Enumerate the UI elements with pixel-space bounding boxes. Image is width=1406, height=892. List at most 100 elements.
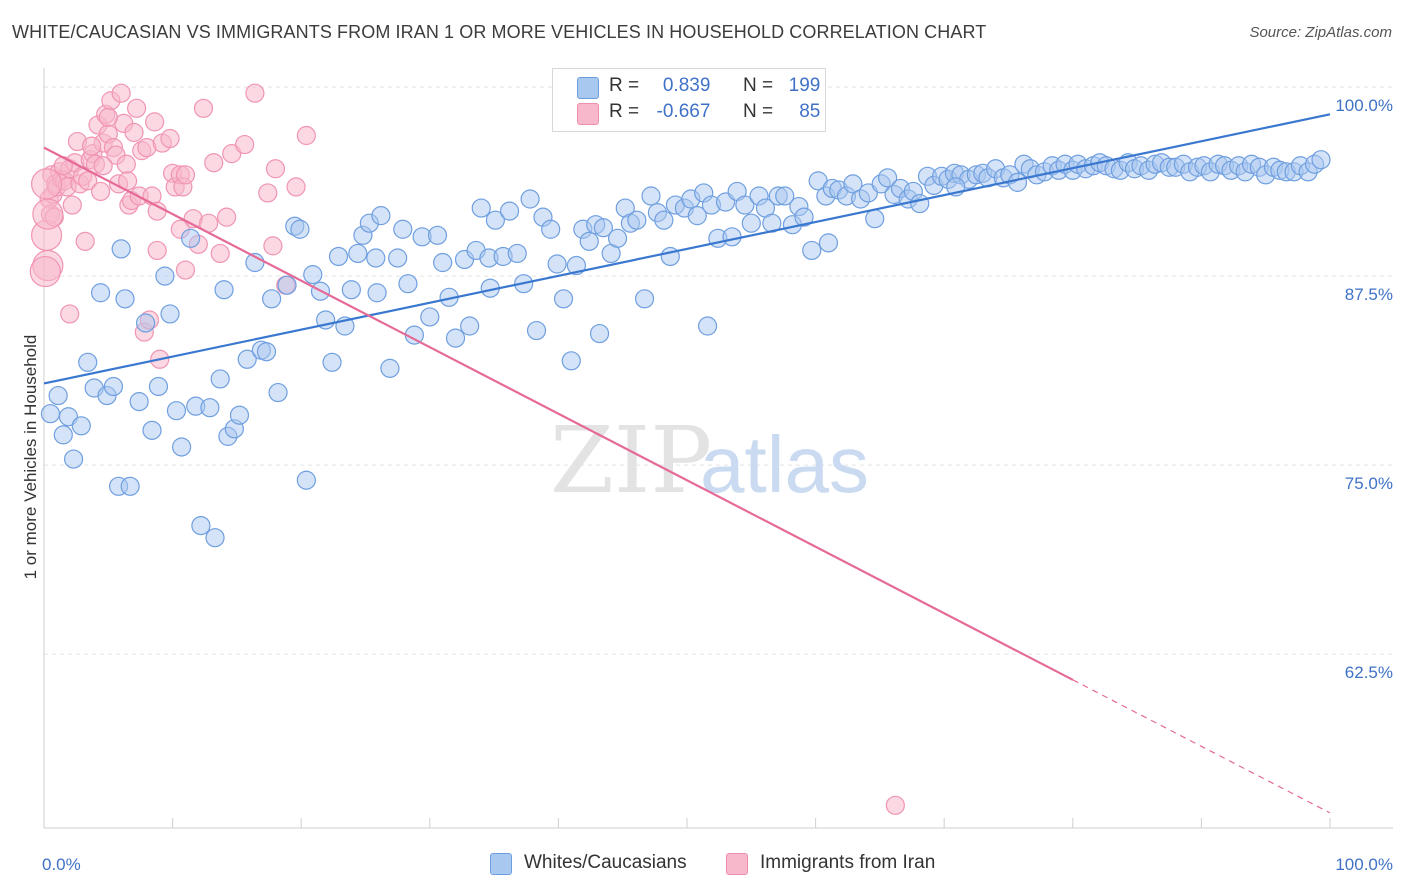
data-point-iran — [204, 153, 224, 173]
data-point-iran — [217, 207, 237, 227]
bottom-legend-swatch-pink — [726, 853, 748, 875]
data-point-whites — [526, 320, 547, 341]
bottom-legend-label-iran: Immigrants from Iran — [760, 852, 936, 873]
data-point-iran — [53, 156, 73, 176]
y-tick-label: 75.0% — [1345, 474, 1393, 493]
data-point-whites — [741, 213, 761, 233]
legend-r-label: R = — [609, 75, 640, 96]
data-point-whites — [160, 304, 180, 324]
y-tick-label: 100.0% — [1335, 96, 1393, 115]
y-tick-label: 87.5% — [1345, 285, 1393, 304]
data-point-whites — [129, 392, 149, 412]
data-point-whites — [687, 206, 707, 226]
data-point-whites — [103, 376, 124, 397]
data-point-whites — [388, 248, 408, 268]
data-point-whites — [553, 289, 574, 309]
data-point-whites — [341, 280, 361, 300]
data-point-iran — [296, 125, 316, 146]
data-point-whites — [1311, 150, 1331, 170]
x-tick-label: 100.0% — [1335, 855, 1393, 874]
data-point-whites — [268, 382, 288, 403]
data-point-whites — [48, 385, 68, 406]
data-point-whites — [843, 174, 863, 194]
data-point-whites — [181, 228, 201, 248]
data-point-whites — [262, 289, 282, 309]
data-point-iran — [81, 136, 102, 156]
y-axis-title: 1 or more Vehicles in Household — [21, 335, 40, 580]
data-point-whites — [393, 219, 413, 239]
data-point-iran — [147, 240, 167, 261]
data-point-whites — [865, 209, 885, 229]
data-point-iran — [62, 195, 82, 215]
data-point-whites — [135, 313, 156, 333]
bottom-legend-label-whites: Whites/Caucasians — [524, 852, 687, 873]
data-point-iran — [29, 255, 61, 288]
data-point-whites — [471, 198, 491, 218]
data-point-iran — [126, 98, 147, 118]
data-point-whites — [818, 233, 839, 253]
data-point-whites — [296, 470, 316, 490]
data-point-whites — [547, 254, 567, 274]
data-point-whites — [172, 437, 192, 457]
legend-r-label: R = — [609, 101, 640, 122]
data-point-whites — [433, 252, 453, 273]
legend-swatch-pink — [577, 103, 599, 125]
y-tick-label: 62.5% — [1345, 663, 1393, 682]
data-point-whites — [142, 420, 162, 440]
data-point-iran — [286, 177, 306, 197]
data-point-whites — [579, 231, 599, 251]
data-point-whites — [427, 225, 448, 245]
data-point-whites — [214, 280, 234, 300]
data-point-whites — [627, 210, 647, 230]
data-point-whites — [775, 186, 795, 206]
data-point-whites — [634, 289, 655, 309]
correlation-legend: R = 0.839 N = 199 R = -0.667 N = 85 — [552, 68, 826, 132]
data-point-iran — [90, 181, 111, 202]
legend-n-value-whites: 199 — [788, 75, 821, 96]
data-point-iran — [147, 201, 167, 221]
source-label: Source: ZipAtlas.com — [1249, 24, 1392, 41]
data-point-whites — [40, 404, 61, 424]
data-point-whites — [120, 476, 140, 496]
data-point-iran — [32, 198, 64, 230]
data-point-whites — [520, 189, 540, 209]
watermark-zip: ZIP — [550, 407, 712, 514]
data-point-whites — [485, 210, 505, 230]
trend-line-iran — [43, 146, 1074, 681]
data-point-iran — [75, 231, 95, 251]
trend-line-iran-extrapolated — [1072, 679, 1331, 814]
data-point-whites — [1007, 172, 1028, 192]
data-point-whites — [420, 307, 440, 327]
data-point-whites — [348, 243, 368, 264]
data-point-iran — [210, 243, 230, 264]
data-point-whites — [111, 239, 131, 259]
data-point-whites — [507, 243, 527, 264]
trend-line-whites — [43, 113, 1331, 385]
data-point-whites — [607, 228, 628, 248]
data-point-whites — [229, 405, 250, 425]
data-point-whites — [367, 283, 387, 303]
legend-swatch-blue — [577, 77, 599, 99]
data-point-whites — [148, 376, 169, 397]
data-point-iran — [175, 165, 196, 185]
data-point-iran — [78, 171, 98, 191]
data-point-iran — [116, 154, 136, 174]
data-point-whites — [697, 316, 718, 336]
data-point-whites — [380, 358, 400, 378]
data-point-whites — [589, 323, 610, 344]
data-point-whites — [90, 283, 111, 303]
data-point-whites — [499, 201, 520, 221]
legend-r-value-iran: -0.667 — [656, 101, 711, 122]
data-point-whites — [290, 219, 310, 239]
data-point-iran — [160, 128, 180, 149]
data-point-whites — [561, 351, 581, 371]
legend-n-label: N = — [742, 75, 774, 96]
bottom-legend-swatch-blue — [490, 853, 512, 875]
data-point-whites — [398, 274, 418, 294]
data-point-whites — [654, 210, 674, 230]
data-point-whites — [71, 416, 91, 436]
data-point-iran — [258, 183, 278, 203]
data-point-whites — [277, 275, 297, 295]
x-tick-label: 0.0% — [42, 855, 81, 874]
data-point-whites — [63, 449, 84, 469]
